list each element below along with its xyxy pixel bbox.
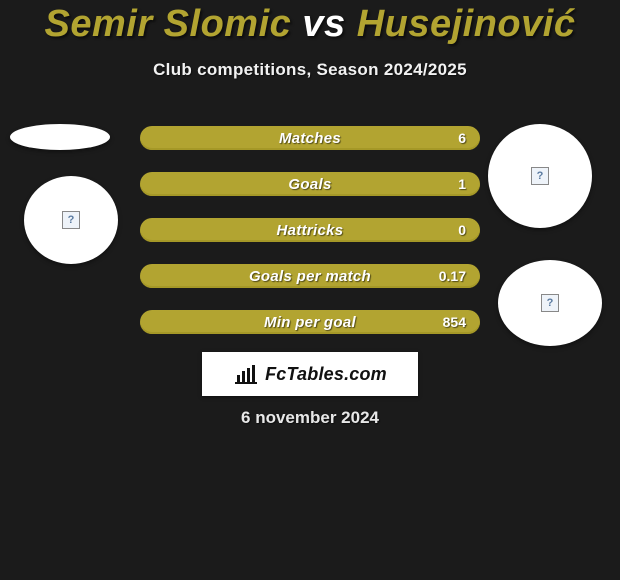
stat-value: 854: [443, 314, 466, 330]
decor-circle-top-right: [488, 124, 592, 228]
stat-bar-goals: Goals 1: [140, 172, 480, 196]
logo-text: FcTables.com: [265, 364, 387, 385]
stat-label: Hattricks: [277, 222, 344, 239]
placeholder-icon: [62, 211, 80, 229]
stat-value: 0.17: [439, 268, 466, 284]
player2-name: Husejinović: [357, 3, 576, 45]
decor-ellipse-top-left: [10, 124, 110, 150]
vs-separator: vs: [302, 3, 345, 45]
stat-bar-hattricks: Hattricks 0: [140, 218, 480, 242]
stat-value: 0: [458, 222, 466, 238]
stat-label: Min per goal: [264, 314, 356, 331]
footer-date: 6 november 2024: [0, 408, 620, 428]
stat-bars: Matches 6 Goals 1 Hattricks 0 Goals per …: [140, 126, 480, 356]
decor-circle-left: [24, 176, 118, 264]
stat-label: Goals per match: [249, 268, 371, 285]
stat-label: Matches: [279, 130, 341, 147]
stat-value: 1: [458, 176, 466, 192]
stat-value: 6: [458, 130, 466, 146]
stat-bar-min-per-goal: Min per goal 854: [140, 310, 480, 334]
stat-label: Goals: [288, 176, 331, 193]
placeholder-icon: [541, 294, 559, 312]
player1-name: Semir Slomic: [45, 3, 292, 45]
subtitle: Club competitions, Season 2024/2025: [0, 60, 620, 80]
page-title: Semir Slomic vs Husejinović: [0, 0, 620, 46]
stat-bar-goals-per-match: Goals per match 0.17: [140, 264, 480, 288]
barchart-icon: [233, 363, 259, 385]
root: Semir Slomic vs Husejinović Club competi…: [0, 0, 620, 580]
logo-plate: FcTables.com: [202, 352, 418, 396]
stat-bar-matches: Matches 6: [140, 126, 480, 150]
placeholder-icon: [531, 167, 549, 185]
decor-circle-bottom-right: [498, 260, 602, 346]
